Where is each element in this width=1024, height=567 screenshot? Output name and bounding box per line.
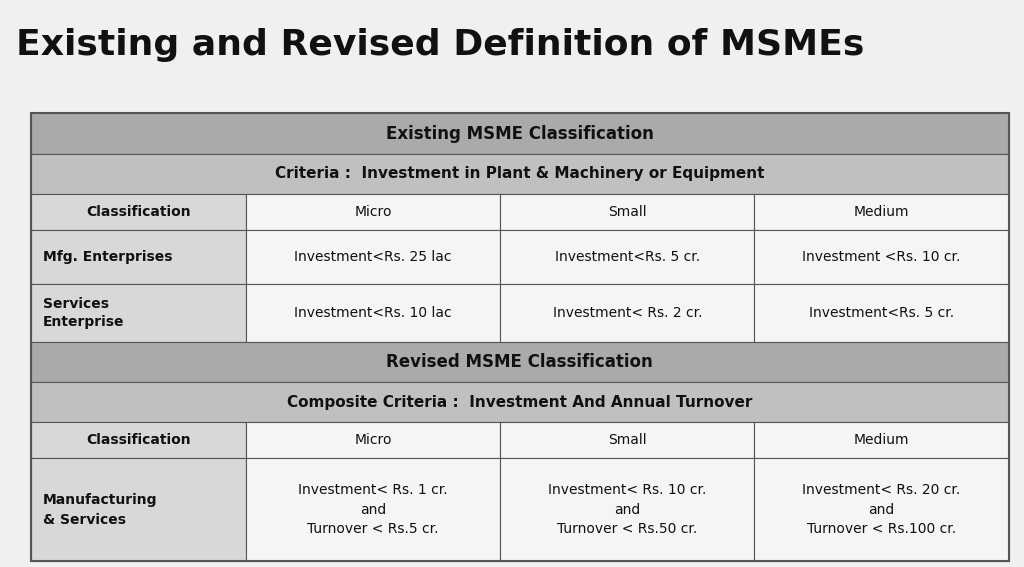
Bar — [755, 458, 1009, 561]
Text: Investment< Rs. 2 cr.: Investment< Rs. 2 cr. — [553, 306, 702, 320]
Text: Composite Criteria :  Investment And Annual Turnover: Composite Criteria : Investment And Annu… — [287, 395, 753, 410]
Text: Revised MSME Classification: Revised MSME Classification — [386, 353, 653, 371]
Bar — [31, 113, 1009, 561]
Text: Investment<Rs. 5 cr.: Investment<Rs. 5 cr. — [555, 249, 699, 264]
Text: Medium: Medium — [854, 433, 909, 447]
Bar — [31, 458, 246, 561]
Bar — [31, 342, 1009, 382]
Bar — [31, 194, 246, 230]
Bar — [246, 230, 500, 284]
Text: Existing and Revised Definition of MSMEs: Existing and Revised Definition of MSMEs — [16, 28, 864, 62]
Bar — [31, 113, 1009, 154]
Text: Small: Small — [608, 205, 646, 219]
Text: Micro: Micro — [354, 433, 392, 447]
Bar — [500, 194, 755, 230]
Bar — [755, 194, 1009, 230]
Text: Investment< Rs. 20 cr.
and
Turnover < Rs.100 cr.: Investment< Rs. 20 cr. and Turnover < Rs… — [803, 483, 961, 536]
Text: Small: Small — [608, 433, 646, 447]
Bar — [31, 422, 246, 458]
Bar — [500, 230, 755, 284]
Text: Investment<Rs. 10 lac: Investment<Rs. 10 lac — [294, 306, 452, 320]
Text: Investment<Rs. 25 lac: Investment<Rs. 25 lac — [294, 249, 452, 264]
Bar — [500, 422, 755, 458]
Bar — [31, 382, 1009, 422]
Text: Investment <Rs. 10 cr.: Investment <Rs. 10 cr. — [803, 249, 961, 264]
Bar — [246, 422, 500, 458]
Text: Investment< Rs. 10 cr.
and
Turnover < Rs.50 cr.: Investment< Rs. 10 cr. and Turnover < Rs… — [548, 483, 707, 536]
Text: Services
Enterprise: Services Enterprise — [43, 297, 125, 329]
Text: Criteria :  Investment in Plant & Machinery or Equipment: Criteria : Investment in Plant & Machine… — [274, 166, 765, 181]
Text: Classification: Classification — [86, 205, 190, 219]
Bar — [246, 284, 500, 342]
Bar — [31, 284, 246, 342]
Bar — [755, 230, 1009, 284]
Text: Investment<Rs. 5 cr.: Investment<Rs. 5 cr. — [809, 306, 954, 320]
Bar — [755, 422, 1009, 458]
Bar — [500, 284, 755, 342]
Bar — [31, 230, 246, 284]
Text: Classification: Classification — [86, 433, 190, 447]
Text: Investment< Rs. 1 cr.
and
Turnover < Rs.5 cr.: Investment< Rs. 1 cr. and Turnover < Rs.… — [298, 483, 447, 536]
Text: Medium: Medium — [854, 205, 909, 219]
Bar — [500, 458, 755, 561]
Bar — [246, 458, 500, 561]
Text: Micro: Micro — [354, 205, 392, 219]
Text: Manufacturing
& Services: Manufacturing & Services — [43, 493, 158, 527]
Text: Existing MSME Classification: Existing MSME Classification — [386, 125, 653, 142]
Bar — [246, 194, 500, 230]
Text: Mfg. Enterprises: Mfg. Enterprises — [43, 249, 172, 264]
Bar — [31, 154, 1009, 194]
Bar — [755, 284, 1009, 342]
